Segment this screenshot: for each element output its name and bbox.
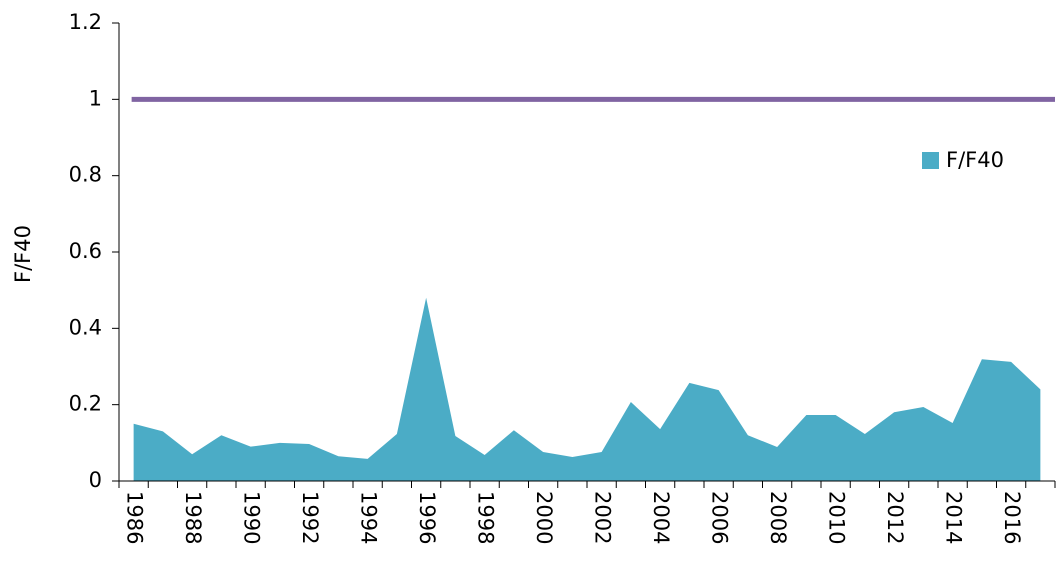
x-tick-label: 1994 bbox=[357, 491, 381, 544]
x-tick-label: 1986 bbox=[123, 491, 147, 544]
y-tick-label: 0.4 bbox=[69, 315, 102, 339]
y-tick-label: 0.2 bbox=[69, 392, 102, 416]
x-tick-label: 1996 bbox=[415, 491, 439, 544]
y-tick-label: 1 bbox=[89, 86, 102, 110]
y-tick-label: 0.6 bbox=[69, 239, 102, 263]
x-tick-label: 2000 bbox=[532, 491, 556, 544]
x-tick-label: 1988 bbox=[181, 491, 205, 544]
legend-swatch bbox=[922, 152, 939, 169]
x-tick-label: 2008 bbox=[766, 491, 790, 544]
x-tick-label: 2010 bbox=[825, 491, 849, 544]
y-tick-label: 0.8 bbox=[69, 163, 102, 187]
y-tick-label: 1.2 bbox=[69, 10, 102, 34]
x-tick-label: 2016 bbox=[1000, 491, 1024, 544]
x-tick-label: 1992 bbox=[298, 491, 322, 544]
y-axis-label: F/F40 bbox=[11, 225, 35, 283]
x-tick-label: 2004 bbox=[649, 491, 673, 544]
x-tick-label: 1998 bbox=[474, 491, 498, 544]
x-tick-label: 2002 bbox=[591, 491, 615, 544]
x-tick-label: 1990 bbox=[240, 491, 264, 544]
x-tick-label: 2012 bbox=[883, 491, 907, 544]
y-tick-label: 0 bbox=[89, 468, 102, 492]
x-tick-label: 2006 bbox=[708, 491, 732, 544]
area bbox=[133, 297, 1041, 481]
legend-label: F/F40 bbox=[946, 148, 1004, 172]
x-tick-label: 2014 bbox=[942, 491, 966, 544]
